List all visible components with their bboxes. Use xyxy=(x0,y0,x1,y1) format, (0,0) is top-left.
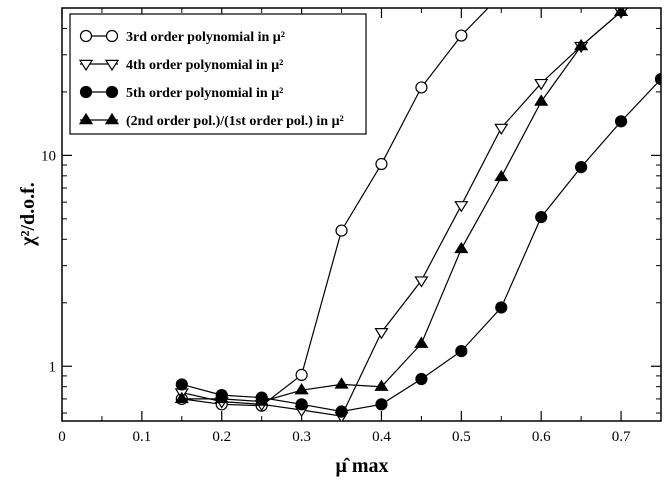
series-4 xyxy=(174,8,629,406)
data-point xyxy=(254,394,269,406)
x-tick-label: 0 xyxy=(58,429,66,445)
x-tick-label: 0.2 xyxy=(212,429,231,445)
data-point xyxy=(295,398,308,411)
data-point xyxy=(294,383,309,395)
legend-entry: 5th order polynomial in μ² xyxy=(79,85,283,101)
y-tick-label: 10 xyxy=(41,148,56,164)
x-tick-label: 0.4 xyxy=(372,429,391,445)
legend-marker xyxy=(79,29,93,43)
x-tick-label: 0.7 xyxy=(612,429,631,445)
legend-entry: (2nd order pol.)/(1st order pol.) in μ² xyxy=(78,112,344,129)
y-tick-label: 1 xyxy=(49,359,57,375)
data-point xyxy=(494,169,509,182)
data-point xyxy=(374,328,389,340)
data-point xyxy=(454,201,469,213)
data-point xyxy=(174,391,189,404)
data-point xyxy=(495,301,508,314)
legend-marker xyxy=(78,112,94,125)
data-point xyxy=(175,378,188,391)
data-point xyxy=(494,123,509,136)
legend-marker xyxy=(104,112,120,125)
data-point xyxy=(613,8,629,16)
x-axis-title: μ̂ max xyxy=(336,455,389,477)
series-line xyxy=(181,11,622,403)
data-point xyxy=(414,336,429,348)
legend: 3rd order polynomial in μ² 4th order poly… xyxy=(69,13,367,135)
legend-label: (2nd order pol.)/(1st order pol.) in μ² xyxy=(126,114,344,129)
series-line xyxy=(181,11,622,417)
x-tick-label: 0.3 xyxy=(292,429,311,445)
x-tick-label: 0.6 xyxy=(532,429,551,445)
legend-marker xyxy=(105,29,119,43)
legend-entry: 3rd order polynomial in μ² xyxy=(79,29,285,45)
data-point xyxy=(534,94,549,106)
data-point xyxy=(374,379,389,391)
data-point xyxy=(335,224,348,237)
data-point xyxy=(534,78,549,91)
data-point xyxy=(574,38,589,51)
x-tick-label: 0.5 xyxy=(452,429,471,445)
legend-marker xyxy=(105,85,119,99)
x-tick-label: 0.1 xyxy=(132,429,151,445)
data-point xyxy=(335,405,348,418)
data-point xyxy=(414,276,429,288)
data-point xyxy=(654,73,661,86)
data-point xyxy=(334,377,349,389)
axis-ticks: 0 0.1 0.2 0.3 0.4 0.5 0.6 0.7 1 10 xyxy=(41,7,662,445)
legend-label: 4th order polynomial in μ² xyxy=(126,58,283,73)
data-point xyxy=(535,210,548,224)
data-point xyxy=(214,391,229,404)
data-point xyxy=(375,157,388,171)
y-axis-title: χ²/d.o.f. xyxy=(17,182,39,247)
legend-box xyxy=(69,13,367,135)
data-point xyxy=(455,29,468,42)
data-point xyxy=(375,398,388,411)
data-point xyxy=(614,115,628,128)
plot-frame xyxy=(61,7,662,422)
data-point xyxy=(454,241,469,254)
series-layer xyxy=(174,8,661,421)
legend-entry: 4th order polynomial in μ² xyxy=(78,58,283,73)
legend-label: 5th order polynomial in μ² xyxy=(126,86,283,101)
legend-marker xyxy=(104,59,120,72)
legend-marker xyxy=(78,59,94,72)
legend-label: 3rd order polynomial in μ² xyxy=(126,30,285,45)
data-point xyxy=(415,372,428,386)
data-point xyxy=(295,368,308,381)
data-point xyxy=(455,344,468,358)
data-point xyxy=(575,160,588,174)
legend-marker xyxy=(79,85,93,99)
data-point xyxy=(415,81,428,94)
